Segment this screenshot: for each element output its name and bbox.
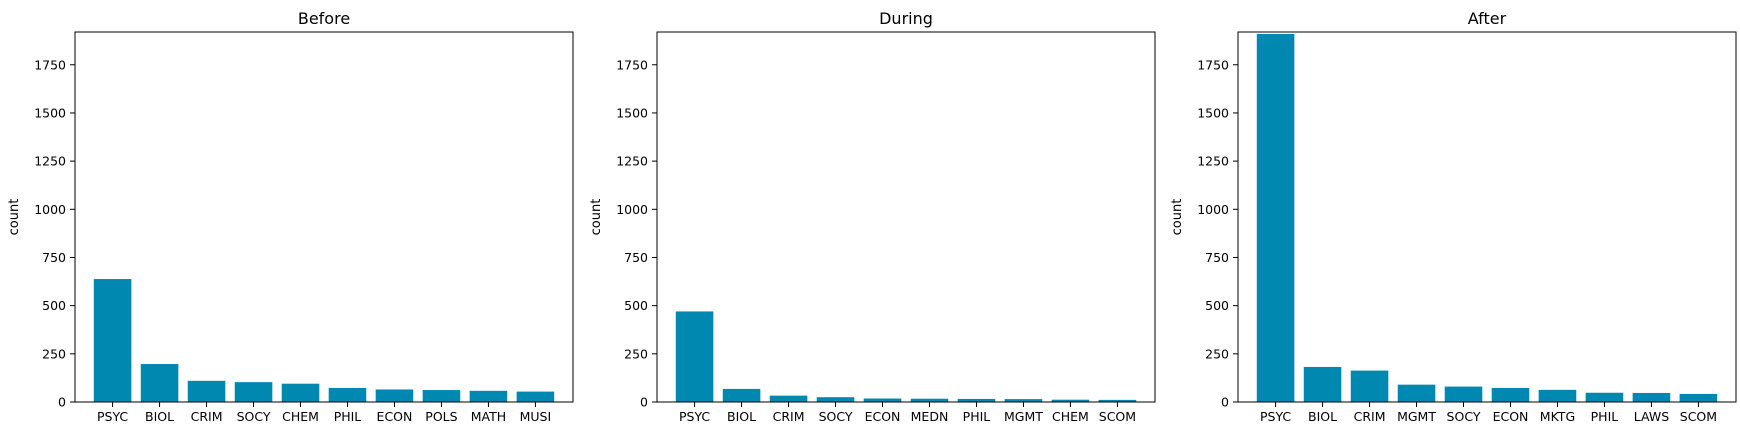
y-tick-label: 500 (624, 298, 648, 313)
bar-phil (957, 398, 996, 402)
x-tick-label: SCOM (1099, 409, 1136, 424)
bar-crim (769, 395, 808, 402)
y-axis-label: count (589, 199, 604, 236)
bar-scom (1679, 393, 1718, 402)
y-tick-label: 1750 (1197, 57, 1229, 72)
y-tick-label: 0 (58, 395, 66, 410)
y-axis-label: count (7, 199, 22, 236)
y-tick-label: 0 (640, 395, 648, 410)
y-tick-label: 1750 (34, 57, 66, 72)
x-tick-label: ECON (377, 409, 413, 424)
chart-title: After (1468, 9, 1507, 28)
y-tick-label: 1250 (616, 154, 648, 169)
x-tick-label: SCOM (1680, 409, 1717, 424)
x-tick-label: MEDN (911, 409, 949, 424)
bar-econ (1491, 387, 1530, 402)
bar-psyc (675, 311, 714, 402)
x-tick-label: MKTG (1540, 409, 1575, 424)
plot-frame (74, 31, 574, 403)
x-tick-label: SOCY (819, 409, 853, 424)
y-tick-label: 250 (42, 346, 66, 361)
x-tick-label: POLS (425, 409, 457, 424)
x-tick-label: PHIL (334, 409, 362, 424)
bar-laws (1632, 392, 1671, 402)
y-tick-label: 750 (624, 250, 648, 265)
bar-biol (140, 364, 179, 402)
y-axis-label: count (1170, 199, 1185, 236)
y-tick-label: 750 (1205, 250, 1229, 265)
x-tick-label: CRIM (773, 409, 805, 424)
y-tick-label: 500 (1205, 298, 1229, 313)
bar-medn (910, 398, 949, 402)
x-tick-label: MGMT (1397, 409, 1436, 424)
bar-phil (328, 387, 367, 402)
x-tick-label: ECON (865, 409, 901, 424)
y-tick-label: 1500 (34, 105, 66, 120)
x-tick-label: PSYC (679, 409, 710, 424)
y-tick-label: 500 (42, 298, 66, 313)
bar-biol (1303, 366, 1342, 402)
y-tick-label: 750 (42, 250, 66, 265)
x-tick-label: CHEM (1052, 409, 1089, 424)
bar-mgmt (1004, 399, 1043, 402)
y-tick-label: 250 (1205, 346, 1229, 361)
bar-math (469, 390, 508, 402)
x-tick-label: ECON (1493, 409, 1529, 424)
x-tick-label: PSYC (1260, 409, 1291, 424)
y-tick-label: 1000 (616, 202, 648, 217)
x-tick-label: CHEM (282, 409, 319, 424)
y-tick-label: 1250 (1197, 154, 1229, 169)
bar-scom (1098, 399, 1137, 402)
x-tick-label: PHIL (963, 409, 991, 424)
x-tick-label: SOCY (237, 409, 271, 424)
y-tick-label: 1000 (34, 202, 66, 217)
plot-frame (1237, 31, 1737, 403)
y-tick-label: 0 (1221, 395, 1229, 410)
bar-socy (234, 382, 273, 402)
chart-title: During (879, 9, 933, 28)
x-tick-label: BIOL (145, 409, 174, 424)
x-tick-label: MATH (471, 409, 506, 424)
y-tick-label: 1500 (616, 105, 648, 120)
x-tick-label: PHIL (1591, 409, 1619, 424)
bar-musi (516, 391, 555, 402)
plot-frame (656, 31, 1156, 403)
y-tick-label: 1000 (1197, 202, 1229, 217)
y-tick-label: 1750 (616, 57, 648, 72)
y-tick-label: 250 (624, 346, 648, 361)
chart-title: Before (298, 9, 350, 28)
y-tick-label: 1250 (34, 154, 66, 169)
x-tick-label: MGMT (1004, 409, 1043, 424)
bar-pols (422, 390, 461, 402)
bar-psyc (93, 279, 132, 402)
chart-panel-during: During PSYC BIOL CRIM SOCY ECON MEDN PHIL MGMT CH… (589, 9, 1156, 424)
bar-socy (816, 397, 855, 402)
bar-biol (722, 388, 761, 402)
bar-crim (187, 380, 226, 402)
bar-mgmt (1397, 384, 1436, 402)
chart-panel-before: Before PSYC BIOL CRIM SOCY CHEM PHIL ECON POLS MA… (7, 9, 574, 424)
y-tick-label: 1500 (1197, 105, 1229, 120)
bar-econ (375, 389, 414, 402)
x-tick-label: SOCY (1447, 409, 1481, 424)
bar-chem (1051, 399, 1090, 402)
bar-econ (863, 398, 902, 402)
bar-crim (1350, 370, 1389, 402)
chart-panel-after: After PSYC BIOL CRIM MGMT SOCY ECON MKTG PHIL LAW… (1170, 9, 1737, 424)
x-tick-label: MUSI (520, 409, 552, 424)
bar-psyc (1256, 33, 1295, 403)
x-tick-label: BIOL (727, 409, 756, 424)
bar-phil (1585, 392, 1624, 402)
x-tick-label: BIOL (1308, 409, 1337, 424)
bar-mktg (1538, 389, 1577, 402)
bar-chem (281, 383, 320, 402)
x-tick-label: CRIM (1354, 409, 1386, 424)
x-tick-label: PSYC (97, 409, 128, 424)
bar-socy (1444, 386, 1483, 402)
x-tick-label: LAWS (1634, 409, 1669, 424)
x-tick-label: CRIM (191, 409, 223, 424)
